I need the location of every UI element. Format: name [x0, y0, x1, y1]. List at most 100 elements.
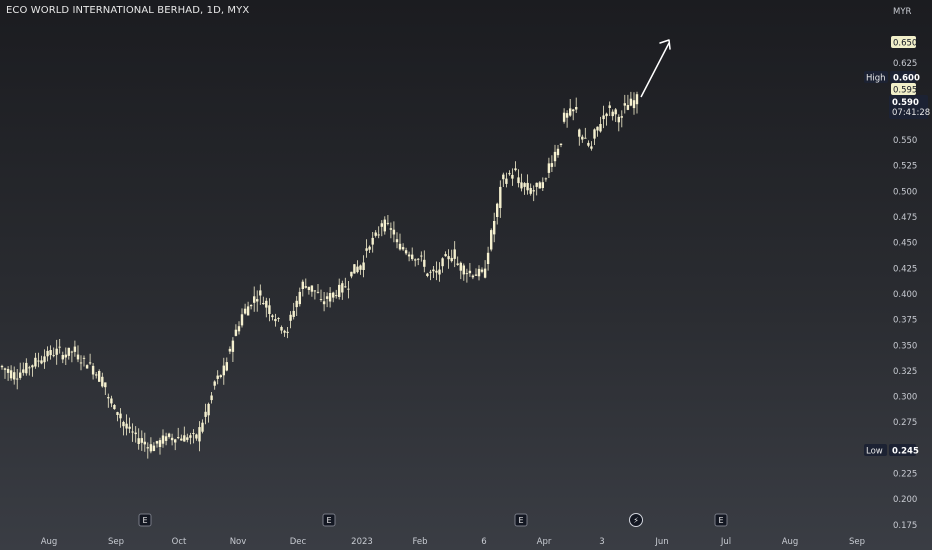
- price-tick-label: 0.200: [893, 495, 917, 505]
- earnings-glyph: E: [718, 516, 723, 525]
- candle-body: [161, 435, 165, 444]
- candle-body: [268, 305, 271, 314]
- candle-body: [465, 273, 469, 275]
- candle-body: [37, 360, 40, 362]
- earnings-event-marker[interactable]: E: [322, 513, 336, 527]
- low-label: Low: [866, 447, 883, 457]
- candle-body: [131, 431, 134, 433]
- event-markers: E E E ⚡ E: [138, 513, 728, 527]
- earnings-event-marker[interactable]: E: [138, 513, 152, 527]
- candle-body: [562, 112, 566, 122]
- price-tick-label: 0.475: [893, 213, 917, 223]
- candle-body: [149, 444, 153, 452]
- bar-countdown: 07:41:28: [892, 108, 930, 118]
- candle-body: [462, 265, 465, 275]
- time-tick-label: Jul: [720, 537, 731, 547]
- candle-body: [16, 378, 19, 380]
- candle-body: [170, 437, 174, 441]
- candle-body: [0, 365, 4, 368]
- candle-body: [359, 265, 362, 270]
- trend-arrow: [640, 42, 670, 98]
- earnings-event-marker[interactable]: E: [714, 513, 728, 527]
- candle-body: [79, 362, 83, 364]
- candle-body: [134, 432, 137, 435]
- candle-body: [380, 223, 383, 227]
- high-label-tag: [864, 71, 888, 83]
- candle-body: [265, 300, 268, 308]
- price-tick-label: 0.425: [893, 264, 917, 274]
- candle-body: [304, 286, 307, 288]
- candle-body: [608, 105, 611, 108]
- candle-body: [140, 438, 143, 443]
- candle-body: [155, 441, 159, 444]
- candle-body: [559, 143, 563, 145]
- candle-body: [575, 107, 578, 110]
- time-tick-label: 6: [481, 537, 486, 547]
- candle-body: [246, 306, 250, 316]
- time-tick-label: Sep: [849, 537, 865, 547]
- candle-body: [277, 318, 280, 319]
- candle-body: [423, 259, 426, 267]
- candle-body: [447, 256, 450, 260]
- candle-body: [398, 243, 402, 250]
- candle-body: [177, 437, 180, 439]
- candle-body: [283, 330, 286, 333]
- price-tick-label: 0.300: [893, 393, 917, 403]
- candle-body: [553, 151, 557, 162]
- candle-body: [596, 126, 599, 131]
- high-value: 0.600: [893, 74, 920, 84]
- candle-body: [101, 376, 104, 387]
- candle-body: [587, 142, 590, 146]
- price-tick-label: 0.625: [893, 59, 917, 69]
- candle-body: [292, 310, 295, 317]
- earnings-event-marker[interactable]: E: [514, 513, 528, 527]
- dividend-icon: [629, 513, 643, 527]
- candle-body: [313, 290, 317, 292]
- candle-body: [198, 427, 201, 442]
- candle-body: [383, 219, 386, 232]
- low-value-tag: [889, 444, 916, 456]
- candle-body: [28, 367, 31, 369]
- candle-body: [25, 362, 28, 374]
- candle-body: [180, 438, 183, 441]
- candle-body: [271, 315, 274, 318]
- time-tick-label: Aug: [782, 537, 799, 547]
- candle-body: [332, 292, 335, 298]
- candle-body: [474, 274, 478, 276]
- price-tick-label: 0.525: [893, 162, 917, 172]
- price-axis[interactable]: MYR 0.6250.5750.5500.5250.5000.4750.4500…: [864, 7, 930, 531]
- candle-body: [219, 375, 222, 377]
- candle-body: [119, 413, 122, 419]
- dividend-event-marker[interactable]: ⚡: [629, 513, 643, 527]
- candle-body: [6, 369, 10, 373]
- candle-body: [116, 412, 119, 415]
- candle-body: [590, 146, 593, 149]
- currency-label: MYR: [893, 7, 912, 17]
- candle-body: [517, 177, 520, 184]
- candle-body: [523, 183, 526, 187]
- time-tick-label: 3: [599, 537, 604, 547]
- candle-body: [584, 137, 587, 139]
- candle-body: [58, 346, 61, 348]
- candle-body: [520, 182, 523, 189]
- time-tick-label: 2023: [351, 537, 373, 547]
- candle-body: [195, 434, 198, 439]
- dividend-glyph: ⚡: [633, 516, 639, 525]
- candle-body: [113, 405, 116, 410]
- candle-body: [19, 372, 22, 378]
- candle-body: [88, 362, 92, 364]
- time-axis-ticks: Aug Sep Oct Nov Dec 2023 Feb 6 Apr 3 Jun Jul Aug Sep: [41, 537, 865, 547]
- price-tick-label: 0.375: [893, 316, 917, 326]
- candle-body: [347, 288, 350, 290]
- candle-body: [411, 254, 414, 260]
- candles-layer: [0, 91, 639, 459]
- candle-body: [511, 174, 514, 179]
- candle-body: [344, 286, 347, 288]
- candle-body: [483, 268, 487, 278]
- candle-body: [407, 254, 411, 257]
- candle-body: [34, 357, 37, 367]
- candle-body: [404, 250, 408, 254]
- candle-body: [605, 113, 608, 117]
